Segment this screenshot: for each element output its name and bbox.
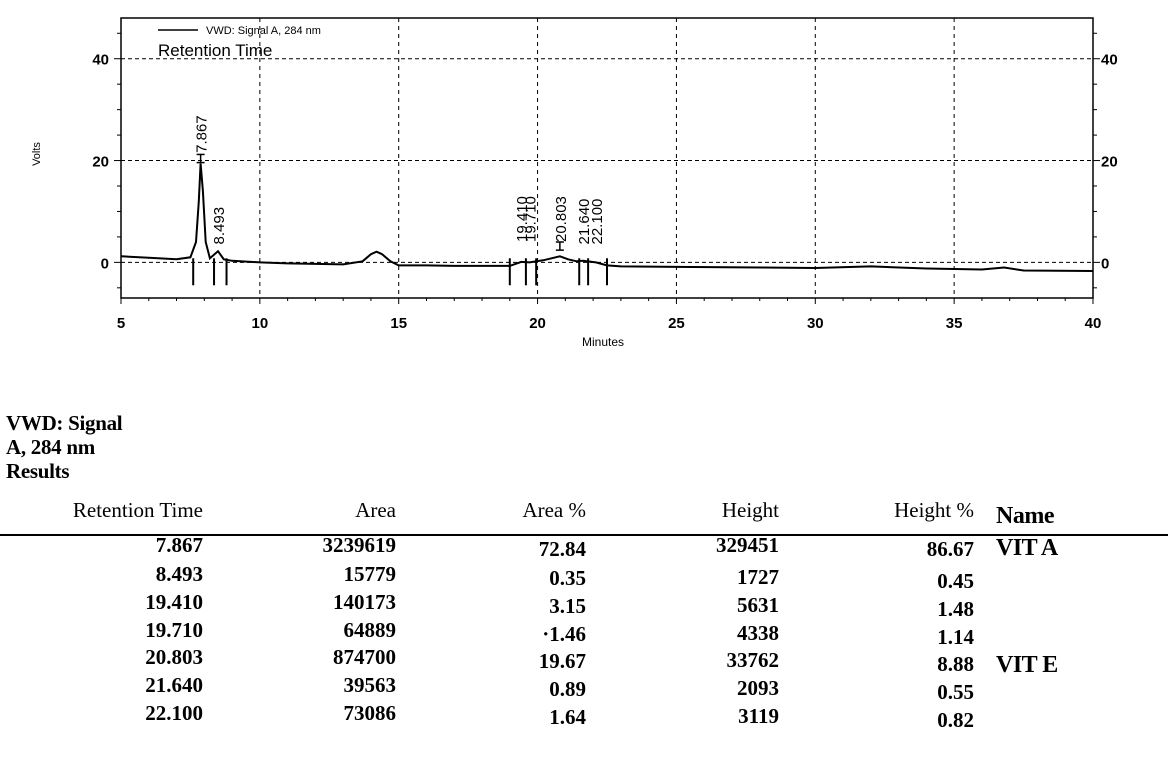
table-row: 22.100 73086 1.64 3119 0.82	[0, 701, 1168, 732]
table-header-row: Retention Time Area Area % Height Height…	[0, 498, 1168, 529]
cell-area-percent: 19.67	[538, 649, 586, 673]
cell-height: 3119	[738, 704, 779, 728]
cell-height: 1727	[737, 565, 779, 589]
y-tick-label-right: 40	[1101, 52, 1118, 69]
cell-area-percent: 0.89	[549, 677, 586, 701]
cell-retention-time: 19.710	[145, 618, 203, 642]
table-row: 19.410 140173 3.15 5631 1.48	[0, 590, 1168, 621]
cell-retention-time: 20.803	[145, 645, 203, 669]
peak-label: 19.710	[523, 196, 540, 242]
table-row: 20.803 874700 19.67 33762 8.88 VIT E	[0, 645, 1168, 678]
plot-frame	[120, 17, 1094, 299]
peak-label: 19.410	[514, 196, 531, 242]
table-row: 8.493 15779 0.35 1727 0.45	[0, 562, 1168, 593]
column-header-name: Name	[996, 503, 1054, 529]
table-header-rule	[0, 534, 1168, 536]
cell-area: 39563	[343, 673, 397, 697]
peak-label: 20.803	[553, 196, 570, 242]
cell-height-percent: 0.45	[937, 569, 974, 593]
cell-height-percent: 8.88	[937, 652, 974, 676]
cell-area-percent: ·1.46	[542, 622, 586, 646]
y-tick-label-left: 20	[92, 154, 109, 171]
cell-area-percent: 1.64	[549, 705, 586, 729]
cell-height-percent: 0.55	[937, 680, 974, 704]
chromatogram-chart: 5 10 15 20 25 30 35 40 0 20 40 0 20 40 Minutes Volts VWD…	[31, 17, 1118, 349]
x-tick-label: 30	[807, 315, 824, 332]
table-row: 19.710 64889 ·1.46 4338 1.14	[0, 618, 1168, 649]
cell-retention-time: 19.410	[145, 590, 203, 614]
cell-height-percent: 0.82	[937, 708, 974, 732]
x-tick-label: 5	[117, 315, 125, 332]
column-header-area-percent: Area %	[522, 498, 586, 522]
cell-retention-time: 22.100	[145, 701, 203, 725]
x-axis-label: Minutes	[582, 335, 624, 349]
peak-label: 21.640	[576, 199, 593, 245]
cell-area-percent: 3.15	[549, 594, 586, 618]
legend-subtitle: Retention Time	[158, 41, 272, 60]
table-row: 7.867 3239619 72.84 329451 86.67 VIT A	[0, 533, 1168, 563]
cell-height: 2093	[737, 676, 779, 700]
cell-area: 73086	[343, 701, 397, 725]
x-tick-label: 20	[529, 315, 546, 332]
cell-area-percent: 72.84	[538, 537, 586, 561]
x-tick-label: 15	[390, 315, 407, 332]
peak-label: 7.867	[194, 115, 211, 153]
y-tick-label-left: 0	[101, 255, 109, 272]
results-heading: VWD: Signal A, 284 nm Results	[6, 411, 123, 483]
cell-height: 4338	[737, 621, 779, 645]
results-heading-line-3: Results	[6, 459, 70, 483]
y-tick-label-right: 0	[1101, 255, 1109, 272]
x-tick-label: 10	[252, 315, 269, 332]
cell-area: 3239619	[322, 533, 397, 557]
peak-label: 22.100	[589, 199, 606, 245]
y-axis-label: Volts	[31, 142, 43, 166]
cell-height-percent: 1.48	[937, 597, 974, 621]
table-row: 21.640 39563 0.89 2093 0.55	[0, 673, 1168, 704]
cell-name: VIT A	[996, 535, 1058, 561]
x-tick-label: 35	[946, 315, 963, 332]
y-tick-label-left: 40	[92, 52, 109, 69]
cell-area: 15779	[343, 562, 397, 586]
column-header-area: Area	[355, 498, 396, 522]
cell-retention-time: 7.867	[155, 533, 203, 557]
column-header-height-percent: Height %	[894, 498, 974, 522]
results-heading-line-1: VWD: Signal	[6, 411, 123, 435]
x-tick-label: 40	[1085, 315, 1102, 332]
signal-trace	[120, 163, 1094, 272]
y-tick-label-right: 20	[1101, 154, 1118, 171]
cell-height: 329451	[716, 533, 779, 557]
cell-area: 140173	[333, 590, 396, 614]
cell-height-percent: 1.14	[937, 625, 974, 649]
cell-retention-time: 8.493	[155, 562, 203, 586]
column-header-height: Height	[721, 498, 779, 522]
cell-retention-time: 21.640	[145, 673, 203, 697]
results-heading-line-2: A, 284 nm	[6, 435, 95, 459]
cell-height: 5631	[737, 593, 779, 617]
peak-label: 8.493	[211, 207, 228, 245]
cell-area-percent: 0.35	[549, 566, 586, 590]
cell-area: 874700	[333, 645, 396, 669]
x-tick-label: 25	[668, 315, 685, 332]
cell-name: VIT E	[996, 652, 1058, 678]
cell-height: 33762	[726, 648, 780, 672]
cell-area: 64889	[343, 618, 397, 642]
column-header-retention-time: Retention Time	[72, 498, 203, 522]
legend-entry: VWD: Signal A, 284 nm	[206, 25, 321, 37]
cell-height-percent: 86.67	[926, 537, 974, 561]
